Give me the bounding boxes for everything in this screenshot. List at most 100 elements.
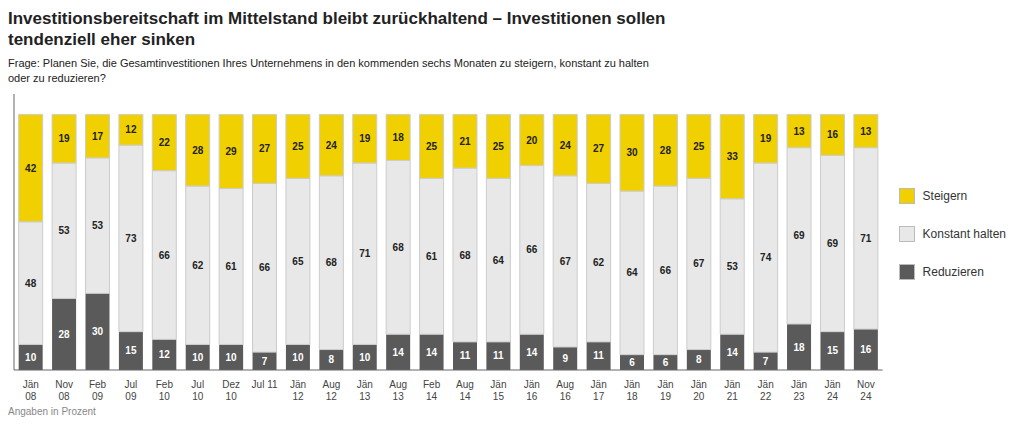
svg-text:12: 12 xyxy=(125,124,137,135)
svg-text:Jän08: Jän08 xyxy=(23,379,39,402)
svg-text:Jän13: Jän13 xyxy=(357,379,373,402)
svg-text:Jän15: Jän15 xyxy=(490,379,506,402)
svg-text:Feb10: Feb10 xyxy=(156,379,174,402)
svg-text:71: 71 xyxy=(860,233,872,244)
svg-text:62: 62 xyxy=(192,260,204,271)
svg-text:10: 10 xyxy=(359,352,371,363)
svg-text:Nov08: Nov08 xyxy=(55,379,73,402)
svg-text:53: 53 xyxy=(59,225,71,236)
svg-text:Jul 11: Jul 11 xyxy=(252,379,278,390)
svg-text:14: 14 xyxy=(526,347,538,358)
svg-text:61: 61 xyxy=(426,251,438,262)
svg-text:Aug13: Aug13 xyxy=(389,379,407,402)
svg-text:Jän19: Jän19 xyxy=(657,379,673,402)
svg-text:8: 8 xyxy=(696,354,702,365)
svg-text:25: 25 xyxy=(693,141,705,152)
svg-text:Jän21: Jän21 xyxy=(724,379,740,402)
svg-text:24: 24 xyxy=(326,140,338,151)
svg-text:12: 12 xyxy=(159,349,171,360)
svg-text:Feb14: Feb14 xyxy=(423,379,441,402)
svg-text:Nov24: Nov24 xyxy=(857,379,875,402)
svg-text:24: 24 xyxy=(560,140,572,151)
svg-text:64: 64 xyxy=(626,267,638,278)
svg-text:Jän18: Jän18 xyxy=(624,379,640,402)
svg-text:7: 7 xyxy=(262,356,268,367)
svg-text:16: 16 xyxy=(860,344,872,355)
svg-text:53: 53 xyxy=(727,261,739,272)
svg-text:8: 8 xyxy=(329,354,335,365)
svg-text:29: 29 xyxy=(226,146,238,157)
svg-text:48: 48 xyxy=(25,278,37,289)
svg-text:16: 16 xyxy=(827,129,839,140)
svg-text:9: 9 xyxy=(562,353,568,364)
svg-text:11: 11 xyxy=(593,350,604,361)
svg-text:71: 71 xyxy=(359,248,371,259)
svg-text:15: 15 xyxy=(125,345,137,356)
svg-text:6: 6 xyxy=(663,357,669,368)
svg-text:69: 69 xyxy=(793,230,805,241)
svg-text:28: 28 xyxy=(59,329,71,340)
svg-text:13: 13 xyxy=(860,126,872,137)
svg-text:73: 73 xyxy=(125,233,137,244)
svg-text:18: 18 xyxy=(793,342,805,353)
svg-text:33: 33 xyxy=(727,151,739,162)
svg-text:22: 22 xyxy=(159,137,171,148)
svg-text:66: 66 xyxy=(259,262,271,273)
svg-text:Jul09: Jul09 xyxy=(125,379,138,402)
svg-text:10: 10 xyxy=(226,352,238,363)
svg-text:13: 13 xyxy=(793,126,805,137)
svg-text:28: 28 xyxy=(660,145,672,156)
svg-text:25: 25 xyxy=(292,141,304,152)
svg-text:25: 25 xyxy=(493,141,505,152)
svg-text:Aug14: Aug14 xyxy=(456,379,474,402)
svg-text:Jän23: Jän23 xyxy=(791,379,807,402)
svg-text:Dez10: Dez10 xyxy=(222,379,240,402)
svg-text:74: 74 xyxy=(760,252,772,263)
svg-text:21: 21 xyxy=(459,136,471,147)
svg-text:64: 64 xyxy=(493,255,505,266)
svg-text:66: 66 xyxy=(660,265,672,276)
svg-text:Jul10: Jul10 xyxy=(191,379,204,402)
svg-text:68: 68 xyxy=(459,250,471,261)
svg-text:Aug12: Aug12 xyxy=(322,379,340,402)
svg-text:25: 25 xyxy=(426,141,438,152)
svg-text:67: 67 xyxy=(693,258,705,269)
svg-text:42: 42 xyxy=(25,163,37,174)
svg-text:20: 20 xyxy=(526,135,538,146)
svg-text:28: 28 xyxy=(192,145,204,156)
svg-text:19: 19 xyxy=(760,133,772,144)
svg-text:27: 27 xyxy=(593,143,605,154)
svg-text:Feb09: Feb09 xyxy=(89,379,107,402)
svg-text:Jän12: Jän12 xyxy=(290,379,306,402)
svg-text:61: 61 xyxy=(226,261,238,272)
svg-text:17: 17 xyxy=(92,131,104,142)
svg-text:67: 67 xyxy=(560,256,572,267)
svg-text:15: 15 xyxy=(827,345,839,356)
svg-text:11: 11 xyxy=(460,350,471,361)
svg-text:69: 69 xyxy=(827,238,839,249)
svg-text:66: 66 xyxy=(159,250,171,261)
svg-text:Jän17: Jän17 xyxy=(591,379,607,402)
svg-text:6: 6 xyxy=(629,357,635,368)
svg-text:10: 10 xyxy=(192,352,204,363)
svg-text:19: 19 xyxy=(359,133,371,144)
svg-text:Jän24: Jän24 xyxy=(824,379,840,402)
svg-text:68: 68 xyxy=(393,242,405,253)
svg-text:14: 14 xyxy=(393,347,405,358)
svg-text:Jän20: Jän20 xyxy=(691,379,707,402)
svg-text:7: 7 xyxy=(763,356,769,367)
svg-text:66: 66 xyxy=(526,244,538,255)
svg-text:53: 53 xyxy=(92,220,104,231)
svg-text:11: 11 xyxy=(493,350,504,361)
svg-text:14: 14 xyxy=(426,347,438,358)
svg-text:Jän22: Jän22 xyxy=(758,379,774,402)
svg-text:19: 19 xyxy=(59,133,71,144)
svg-text:10: 10 xyxy=(292,352,304,363)
svg-text:18: 18 xyxy=(393,132,405,143)
svg-text:62: 62 xyxy=(593,257,605,268)
svg-text:Jän16: Jän16 xyxy=(524,379,540,402)
svg-text:27: 27 xyxy=(259,143,271,154)
svg-text:10: 10 xyxy=(25,352,37,363)
svg-text:14: 14 xyxy=(727,347,739,358)
svg-text:65: 65 xyxy=(292,256,304,267)
